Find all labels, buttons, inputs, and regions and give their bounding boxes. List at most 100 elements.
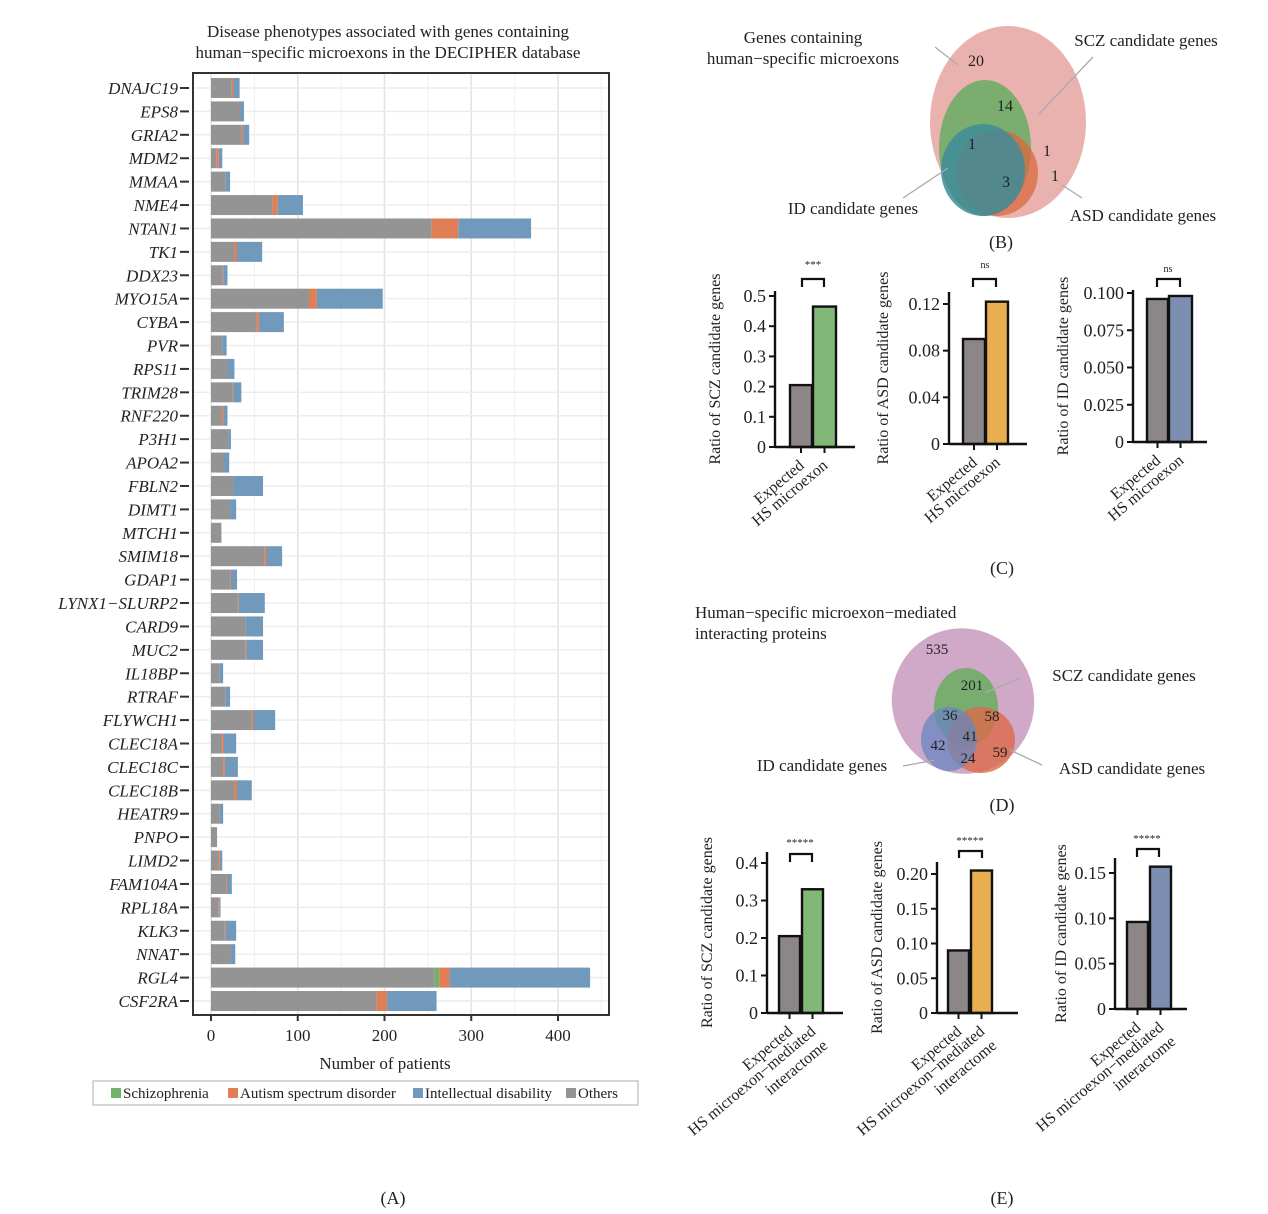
bar-segment-asd xyxy=(264,546,267,567)
bar-segment-others xyxy=(211,593,238,614)
gene-label: RPS11 xyxy=(132,360,178,379)
gene-label: MYO15A xyxy=(114,290,179,309)
bar-segment-id xyxy=(240,101,244,122)
gene-label: TK1 xyxy=(149,243,178,262)
gene-label: IL18BP xyxy=(124,664,178,683)
gene-label: NTAN1 xyxy=(127,219,178,238)
bar-segment-others xyxy=(211,827,218,848)
venn-leader-line xyxy=(902,167,949,199)
gene-label: CLEC18A xyxy=(108,734,179,753)
panel-label-a: (A) xyxy=(381,1188,406,1209)
gene-label: MDM2 xyxy=(128,149,179,168)
venn-count: 58 xyxy=(985,709,1000,725)
venn-leader-line xyxy=(902,759,936,767)
bar-segment-asd xyxy=(218,897,220,918)
venn-set-label-main: Genes containing xyxy=(744,28,863,47)
legend-label: Autism spectrum disorder xyxy=(240,1086,396,1102)
y-tick-label: 0 xyxy=(1097,999,1106,1019)
bar-segment-id xyxy=(225,171,231,192)
y-tick-label: 0 xyxy=(757,437,766,457)
bar-segment-id xyxy=(218,148,223,169)
significance-bracket xyxy=(1155,277,1182,287)
bar-segment-others xyxy=(211,873,227,894)
bar-chart-e-3: 0 0.05 0.10 0.15 Ratio of ID candidate genes… xyxy=(1033,833,1187,1135)
bar-segment-others xyxy=(211,475,234,496)
bar-segment-id xyxy=(253,710,276,731)
bar-segment-id xyxy=(458,218,532,239)
bar-segment-others xyxy=(211,803,220,824)
significance-bracket xyxy=(1135,847,1161,857)
gene-label: RNF220 xyxy=(119,407,178,426)
bar-expected xyxy=(777,934,802,1015)
bar-observed xyxy=(1148,865,1173,1011)
venn-count: 59 xyxy=(993,745,1008,761)
bar-segment-id xyxy=(224,756,238,777)
venn-count: 1 xyxy=(968,136,976,153)
bar-segment-others xyxy=(211,663,220,684)
venn-count: 14 xyxy=(997,98,1013,115)
bar-segment-asd xyxy=(272,195,278,216)
y-tick-label: 0.050 xyxy=(1084,358,1125,378)
significance-label: ns xyxy=(1164,264,1173,275)
bar-segment-id xyxy=(228,429,231,450)
bar-segment-id xyxy=(225,920,237,941)
bar-segment-others xyxy=(211,382,233,403)
venn-count: 1 xyxy=(1043,143,1051,160)
y-tick-label: 0.15 xyxy=(1075,863,1107,883)
y-axis-label: Ratio of SCZ candidate genes xyxy=(699,837,716,1028)
gene-label: LYNX1−SLURP2 xyxy=(57,594,178,613)
venn-set-label-main: interacting proteins xyxy=(695,624,827,643)
bar-segment-id xyxy=(224,733,237,754)
bar-segment-others xyxy=(211,897,219,918)
bar-segment-others xyxy=(211,920,225,941)
bar-segment-others xyxy=(211,148,217,169)
gene-label: CLEC18B xyxy=(108,781,179,800)
venn-set-label-main: Human−specific microexon−mediated xyxy=(695,603,957,622)
bar-segment-id xyxy=(277,195,303,216)
bar-segment-others xyxy=(211,616,246,637)
legend: Schizophrenia Autism spectrum disorder Int… xyxy=(92,1080,639,1106)
gene-label: DNAJC19 xyxy=(107,79,178,98)
bar-expected xyxy=(788,383,814,449)
x-tick-label: HS microexon−mediated xyxy=(685,1023,819,1139)
y-tick-label: 0 xyxy=(931,434,940,454)
y-tick-label: 0.3 xyxy=(736,891,759,911)
y-tick-label: 0.05 xyxy=(1075,954,1107,974)
venn-count: 24 xyxy=(961,751,977,767)
bar-segment-others xyxy=(211,358,228,379)
x-tick-label: 0 xyxy=(207,1026,216,1045)
bar-segment-others xyxy=(211,241,235,262)
venn-count: 3 xyxy=(1002,174,1010,191)
bar-segment-id xyxy=(219,663,224,684)
gene-label: FBLN2 xyxy=(127,477,179,496)
y-tick-label: 0.15 xyxy=(897,899,929,919)
bar-segment-others xyxy=(211,850,218,871)
venn-diagram-d: Human−specific microexon−mediated interac… xyxy=(695,603,1205,778)
gene-label: SMIM18 xyxy=(119,547,179,566)
gene-label: DIMT1 xyxy=(127,500,178,519)
gene-label: KLK3 xyxy=(136,922,178,941)
gene-label: MMAA xyxy=(128,173,179,192)
bar-observed xyxy=(1167,294,1194,444)
gene-label: APOA2 xyxy=(125,454,178,473)
bar-segment-others xyxy=(211,124,242,145)
bar-segment-others xyxy=(211,967,435,988)
bar-segment-others xyxy=(211,78,232,98)
bar-segment-id xyxy=(233,382,242,403)
bar-segment-others xyxy=(211,639,246,660)
bar-segment-others xyxy=(211,101,241,122)
bar-segment-asd xyxy=(223,756,225,777)
bar-segment-id xyxy=(227,873,232,894)
bar-segment-others xyxy=(211,522,222,543)
gene-label: P3H1 xyxy=(137,430,178,449)
bar-segment-id xyxy=(316,288,383,309)
bar-segment-id xyxy=(219,803,224,824)
bar-segment-asd xyxy=(221,405,224,426)
y-tick-label: 0.3 xyxy=(744,346,767,366)
legend-label: Others xyxy=(578,1086,618,1102)
bar-chart-c-2: 0 0.04 0.08 0.12 Ratio of ASD candidate gene… xyxy=(875,260,1027,527)
bar-segment-asd xyxy=(216,148,219,169)
bar-expected xyxy=(946,949,971,1015)
bar-expected xyxy=(1125,920,1150,1011)
gene-label: TRIM28 xyxy=(121,383,178,402)
